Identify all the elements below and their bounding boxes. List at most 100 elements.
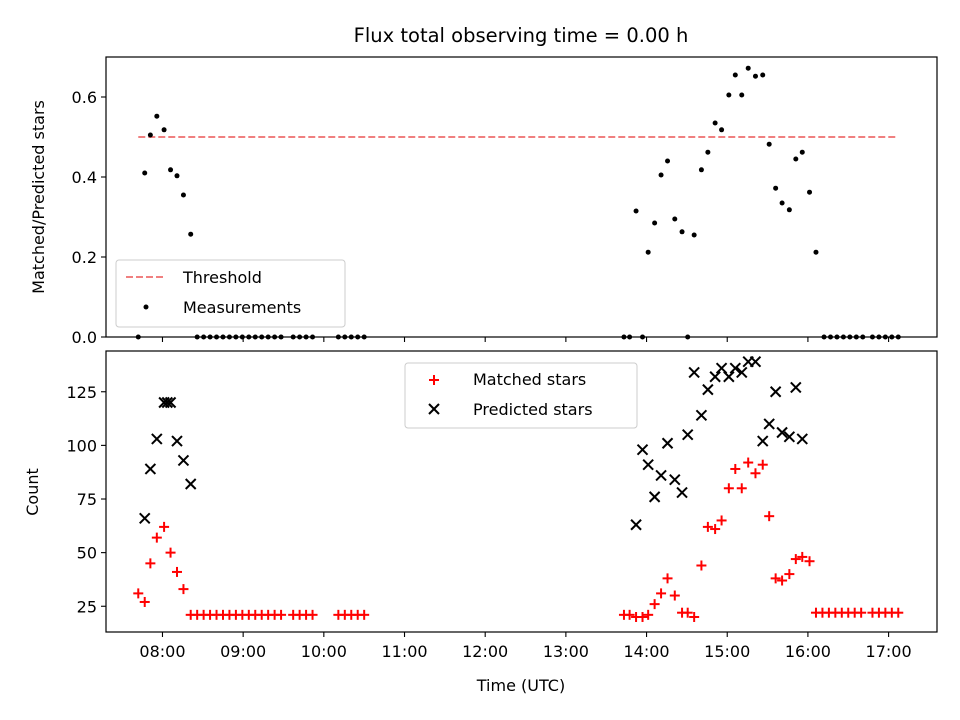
predicted-star-point <box>723 371 735 383</box>
measurement-point <box>752 73 758 79</box>
x-tick-label: 12:00 <box>462 642 508 661</box>
bottom-y-tick-label: 125 <box>66 383 97 402</box>
top-y-tick-label: 0.0 <box>72 328 97 347</box>
predicted-star-point <box>164 396 177 409</box>
chart-title: Flux total observing time = 0.00 h <box>354 24 689 47</box>
matched-star-point <box>359 609 370 620</box>
predicted-star-point <box>790 381 802 394</box>
bottom-series-layer <box>133 356 904 622</box>
matched-star-point <box>689 611 700 622</box>
matched-star-point <box>624 609 635 620</box>
predicted-star-point <box>139 512 151 525</box>
legend-matched-label: Matched stars <box>473 370 586 389</box>
top-y-tick-label: 0.6 <box>72 88 97 107</box>
measurement-point <box>658 172 664 178</box>
predicted-star-point <box>636 443 649 456</box>
top-y-tick-label: 0.4 <box>72 168 97 187</box>
measurement-point <box>188 231 194 237</box>
predicted-star-point <box>702 383 714 396</box>
measurement-point <box>732 72 738 78</box>
predicted-star-point <box>769 386 782 398</box>
matched-star-point <box>790 554 801 565</box>
measurement-point <box>698 167 704 173</box>
bottom-y-tick-label: 75 <box>77 490 97 509</box>
measurement-point <box>779 200 785 206</box>
predicted-star-point <box>763 418 775 430</box>
bottom-legend: Matched stars Predicted stars <box>404 362 638 429</box>
measurement-point <box>161 127 167 133</box>
legend-threshold-label: Threshold <box>182 268 262 287</box>
measurement-point <box>645 249 651 255</box>
matched-star-point <box>669 590 680 601</box>
matched-star-point <box>139 596 150 607</box>
matched-star-point <box>662 573 673 584</box>
measurement-point <box>719 127 725 133</box>
matched-star-point <box>716 515 727 526</box>
bottom-legend-box <box>404 362 638 429</box>
predicted-star-point <box>757 435 769 447</box>
predicted-star-point <box>648 491 661 503</box>
legend-measurements-label: Measurements <box>183 298 301 317</box>
top-y-tick-label: 0.2 <box>72 248 97 267</box>
x-tick-label: 10:00 <box>301 642 347 661</box>
matched-star-point <box>710 524 721 535</box>
matched-star-point <box>682 607 693 618</box>
matched-star-point <box>178 584 189 595</box>
matched-star-point <box>307 609 318 620</box>
matched-star-point <box>764 511 775 522</box>
x-tick-label: 11:00 <box>381 642 427 661</box>
ratio-panel: Flux total observing time = 0.00 h Match… <box>29 24 938 347</box>
measurement-point <box>786 207 792 213</box>
measurement-point <box>760 72 766 78</box>
measurement-point <box>679 229 685 235</box>
measurement-point <box>705 149 711 155</box>
measurement-point <box>745 65 751 71</box>
measurement-point <box>691 232 697 238</box>
matched-star-point <box>730 463 741 474</box>
bottom-y-tick-label: 100 <box>66 436 97 455</box>
matched-star-point <box>145 558 156 569</box>
measurement-point <box>652 220 658 226</box>
legend-predicted-label: Predicted stars <box>473 400 593 419</box>
measurements-legend-swatch <box>143 304 149 310</box>
matched-star-point <box>784 569 795 580</box>
top-axes-frame <box>105 56 938 338</box>
matched-star-point <box>649 599 660 610</box>
predicted-star-point <box>796 433 808 445</box>
predicted-star-point <box>688 366 700 379</box>
predicted-star-point <box>776 426 788 439</box>
bottom-y-ticks: 25 50 75 100 125 <box>66 383 106 616</box>
predicted-star-point <box>630 519 642 531</box>
predicted-star-point <box>144 463 157 475</box>
predicted-star-point <box>749 356 762 368</box>
x-axis-label: Time (UTC) <box>476 676 565 695</box>
predicted-star-point <box>642 458 654 471</box>
measurement-point <box>739 92 745 98</box>
x-tick-label: 17:00 <box>866 642 912 661</box>
matched-legend-swatch <box>429 375 439 385</box>
predicted-star-point <box>161 396 174 409</box>
x-tick-label: 13:00 <box>543 642 589 661</box>
matched-star-point <box>165 547 176 558</box>
count-panel: Count Time (UTC) 25 50 75 100 125 08:00 09:00… <box>23 350 938 695</box>
matched-star-point <box>637 611 648 622</box>
bottom-y-tick-label: 25 <box>77 597 97 616</box>
matched-star-point <box>804 556 815 567</box>
predicted-star-point <box>151 433 163 445</box>
predicted-star-point <box>655 469 667 482</box>
measurement-point <box>174 173 180 179</box>
measurement-point <box>142 170 148 176</box>
matched-star-point <box>757 459 768 470</box>
measurement-point <box>773 185 779 191</box>
predicted-legend-swatch <box>428 403 440 415</box>
matched-star-point <box>171 566 182 577</box>
matched-star-point <box>743 457 754 468</box>
predicted-star-point <box>783 431 796 443</box>
measurement-point <box>807 189 813 195</box>
top-y-axis-label: Matched/Predicted stars <box>29 100 48 294</box>
matched-star-point <box>777 575 788 586</box>
measurement-point <box>154 113 160 119</box>
matched-star-point <box>133 588 144 599</box>
predicted-star-point <box>709 371 721 383</box>
